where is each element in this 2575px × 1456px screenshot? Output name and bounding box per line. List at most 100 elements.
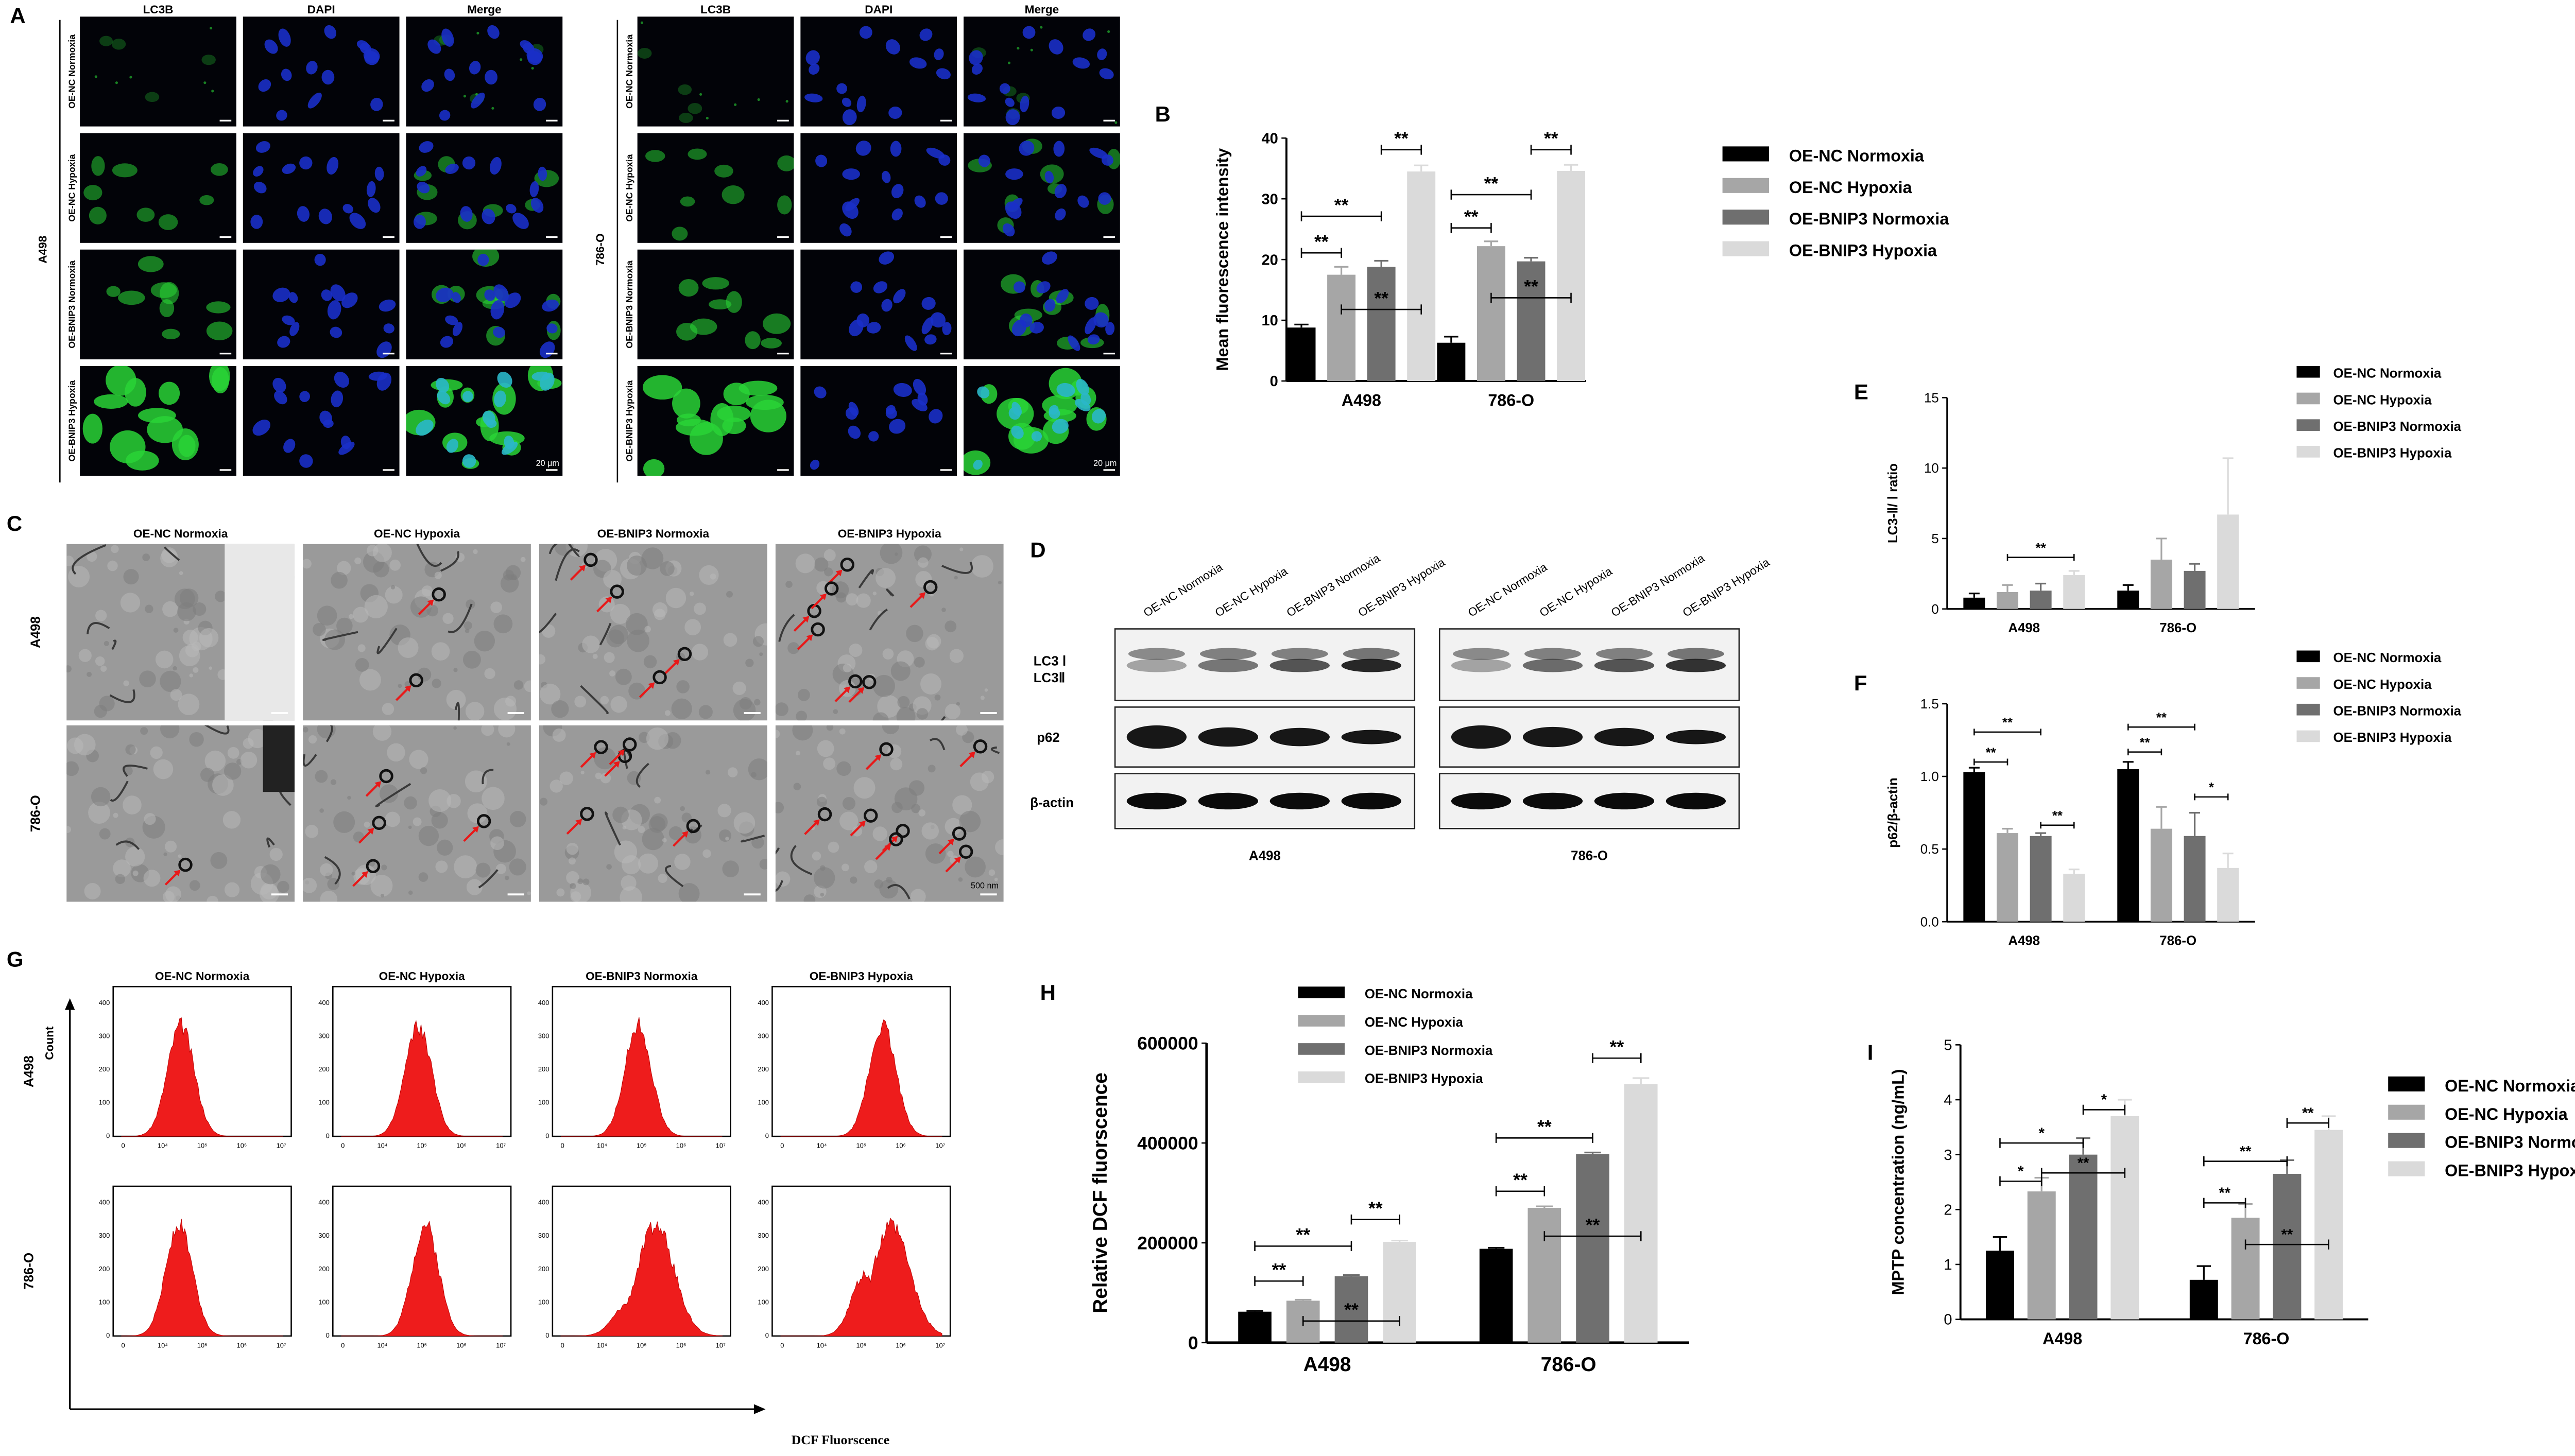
nucleus <box>893 289 906 304</box>
legend-swatch <box>2388 1076 2425 1091</box>
nucleus <box>1085 297 1099 310</box>
nucleus <box>364 51 379 65</box>
x-tick-label: 0 <box>341 1342 345 1349</box>
lc3-dot <box>734 103 737 106</box>
nucleus <box>452 322 463 336</box>
tem-texture <box>684 619 701 636</box>
sig-marker: ** <box>1272 1260 1286 1280</box>
nucleus <box>1097 48 1107 60</box>
nucleus <box>445 315 458 325</box>
membrane <box>322 631 358 641</box>
tem-texture <box>320 891 338 902</box>
y-tick-label: 100 <box>318 1099 330 1106</box>
y-tick-label: 300 <box>758 1032 769 1039</box>
column-title: OE-NC Normoxia <box>133 527 228 540</box>
lc3-signal <box>678 84 692 95</box>
tem-texture <box>680 806 685 811</box>
tem-content <box>66 725 295 902</box>
histogram <box>341 1020 503 1137</box>
band-label-p62: p62 <box>1037 731 1060 745</box>
tem-texture <box>984 688 988 692</box>
micrograph-tile <box>637 133 794 243</box>
y-tick-label: 200 <box>758 1265 769 1273</box>
tem-texture <box>99 696 115 712</box>
tem-texture <box>702 849 711 858</box>
tem-texture <box>381 864 387 871</box>
lc3-dot <box>129 76 132 79</box>
bar <box>2314 1130 2343 1320</box>
histogram <box>780 1218 942 1337</box>
tem-texture <box>390 585 396 590</box>
nucleus <box>482 410 495 426</box>
tem-texture <box>566 871 579 885</box>
tem-texture <box>404 681 411 687</box>
sig-marker: ** <box>1334 195 1349 215</box>
scale-bar <box>271 712 288 714</box>
tem-texture <box>577 878 583 885</box>
x-tick-label: 10⁴ <box>377 1342 387 1349</box>
bar <box>2030 836 2052 922</box>
dcf-axis-label: DCF Fluorscence <box>792 1432 890 1447</box>
tem-texture <box>227 747 239 759</box>
tem-texture <box>726 591 733 598</box>
lc3-dot <box>520 58 523 61</box>
sig-marker: * <box>2018 1164 2024 1180</box>
nucleus <box>936 68 951 80</box>
nucleus <box>859 26 872 39</box>
membrane <box>72 544 107 575</box>
nucleus <box>842 168 860 180</box>
bar <box>2117 769 2139 922</box>
lc3-signal <box>723 383 750 406</box>
bar <box>1367 267 1396 382</box>
tem-texture <box>240 752 258 769</box>
nucleus <box>417 181 430 194</box>
legend-swatch <box>1298 986 1345 998</box>
nucleus <box>489 157 502 175</box>
scale-bar <box>507 893 524 896</box>
band-p62 <box>1198 727 1259 747</box>
lc3-signal <box>158 382 180 405</box>
lc3-signal <box>761 338 782 349</box>
tem-texture <box>699 565 719 585</box>
autophagosome <box>952 826 967 841</box>
membrane <box>775 847 780 855</box>
band-lc3-i <box>1524 648 1581 660</box>
lc3-signal <box>118 290 145 305</box>
lc3-signal <box>125 450 159 471</box>
lc3-dot <box>1114 121 1118 124</box>
x-tick-label: 10⁶ <box>456 1142 467 1150</box>
legend-label: OE-BNIP3 Hypoxia <box>1789 241 1937 260</box>
x-category-label: 786-O <box>2243 1329 2290 1348</box>
tem-texture <box>915 571 932 588</box>
tem-texture <box>418 872 428 882</box>
nucleus <box>850 281 863 293</box>
band-beta-actin <box>1522 792 1583 810</box>
nucleus <box>889 419 906 434</box>
sig-marker: ** <box>2002 716 2013 730</box>
nucleus <box>419 141 434 153</box>
nucleus <box>809 63 820 75</box>
column-title-merge: Merge <box>467 3 502 16</box>
nucleus <box>324 25 337 39</box>
tem-texture <box>357 644 366 652</box>
tem-texture <box>595 772 602 779</box>
nucleus <box>370 97 383 111</box>
x-tick-label: 10⁶ <box>676 1142 686 1150</box>
membrane <box>548 544 558 554</box>
lc3-signal <box>162 328 180 340</box>
nucleus <box>1031 431 1042 442</box>
y-tick-label: 5 <box>1931 532 1938 546</box>
tem-texture <box>872 592 877 596</box>
y-tick-label: 0.5 <box>1920 842 1939 857</box>
legend-label: OE-BNIP3 Normoxia <box>1789 210 1950 228</box>
nucleus <box>253 166 264 177</box>
nucleus <box>445 163 459 174</box>
tem-texture <box>162 601 178 617</box>
tem-texture <box>727 767 738 777</box>
lc3-signal <box>83 185 102 201</box>
nucleus <box>366 181 376 197</box>
tem-texture <box>853 777 876 799</box>
lc3-dot <box>706 116 709 120</box>
lc3-signal <box>145 92 160 102</box>
tem-content <box>775 544 1002 721</box>
